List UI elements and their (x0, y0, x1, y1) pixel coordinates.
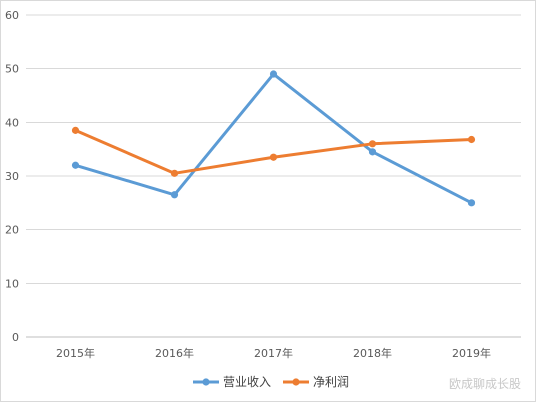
data-point (170, 191, 179, 199)
x-tick-label: 2015年 (56, 346, 95, 360)
legend-label: 净利润 (313, 375, 349, 389)
x-tick-label: 2016年 (155, 346, 194, 360)
data-point (269, 153, 278, 161)
series-line-1 (74, 72, 473, 205)
legend-swatch-marker (292, 378, 300, 386)
data-point (71, 161, 80, 169)
legend-label: 营业收入 (223, 375, 271, 389)
y-tick-label: 0 (12, 331, 19, 344)
y-tick-label: 10 (5, 277, 19, 290)
data-point (170, 169, 179, 177)
data-point (467, 135, 476, 144)
watermark: 欧成聊成长股 (449, 377, 521, 391)
x-tick-label: 2017年 (254, 346, 293, 360)
y-axis-ticks: 0 10 20 30 40 50 60 (5, 9, 19, 344)
y-tick-label: 20 (5, 224, 19, 237)
y-tick-label: 30 (5, 170, 19, 183)
data-point (368, 140, 377, 148)
data-point (368, 148, 377, 156)
data-point (269, 70, 278, 78)
x-axis-ticks: 2015年 2016年 2017年 2018年 2019年 (56, 346, 491, 360)
legend-swatch-marker (202, 378, 210, 386)
x-tick-label: 2018年 (353, 346, 392, 360)
data-point (467, 199, 476, 207)
y-tick-label: 60 (5, 9, 19, 22)
series-line-2 (74, 128, 473, 175)
legend: 营业收入 净利润 (193, 375, 349, 389)
data-point (71, 126, 80, 134)
gridlines (26, 14, 521, 338)
y-tick-label: 50 (5, 63, 19, 76)
y-tick-label: 40 (5, 116, 19, 129)
series-group (71, 70, 476, 207)
x-tick-label: 2019年 (452, 346, 491, 360)
